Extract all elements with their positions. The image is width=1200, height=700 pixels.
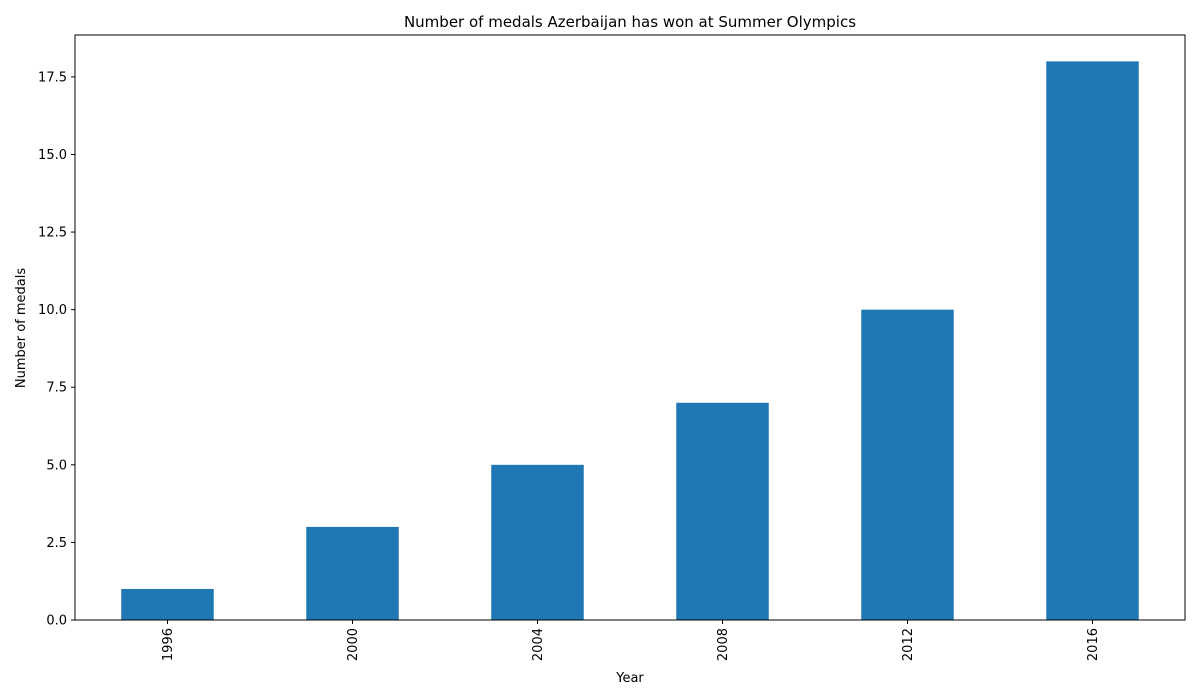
- plot-frame: [74, 34, 1186, 621]
- x-axis-ticks: 1996 2000 2004 2008 2012 2016: [161, 620, 1101, 661]
- y-tick-label: 15.0: [38, 148, 67, 163]
- bar-2004: [491, 464, 584, 620]
- x-tick-label-2008: 2008: [716, 628, 731, 661]
- bar-2000: [306, 526, 399, 620]
- y-axis-label: Number of medals: [14, 268, 29, 389]
- y-tick-label: 5.0: [46, 458, 67, 473]
- y-tick-label: 7.5: [46, 381, 67, 396]
- bar-2012: [861, 309, 954, 620]
- y-tick-label: 17.5: [38, 70, 67, 85]
- x-tick-label-2016: 2016: [1086, 628, 1101, 661]
- y-axis-ticks: 0.0 2.5 5.0 7.5 10.0 12.5 15.0 17.5: [38, 70, 75, 629]
- x-tick-label-2000: 2000: [346, 628, 361, 661]
- y-tick-label: 10.0: [38, 303, 67, 318]
- bar-1996: [121, 588, 214, 620]
- chart-title: Number of medals Azerbaijan has won at S…: [404, 13, 856, 31]
- y-tick-label: 2.5: [46, 536, 67, 551]
- y-tick-label: 12.5: [38, 226, 67, 241]
- bar-2016: [1046, 61, 1139, 620]
- x-tick-label-2012: 2012: [901, 628, 916, 661]
- x-tick-label-2004: 2004: [531, 628, 546, 661]
- x-tick-label-1996: 1996: [161, 628, 176, 661]
- y-tick-label: 0.0: [46, 614, 67, 629]
- bars-group: [121, 61, 1139, 620]
- x-axis-label: Year: [615, 671, 644, 686]
- bar-2008: [676, 402, 769, 620]
